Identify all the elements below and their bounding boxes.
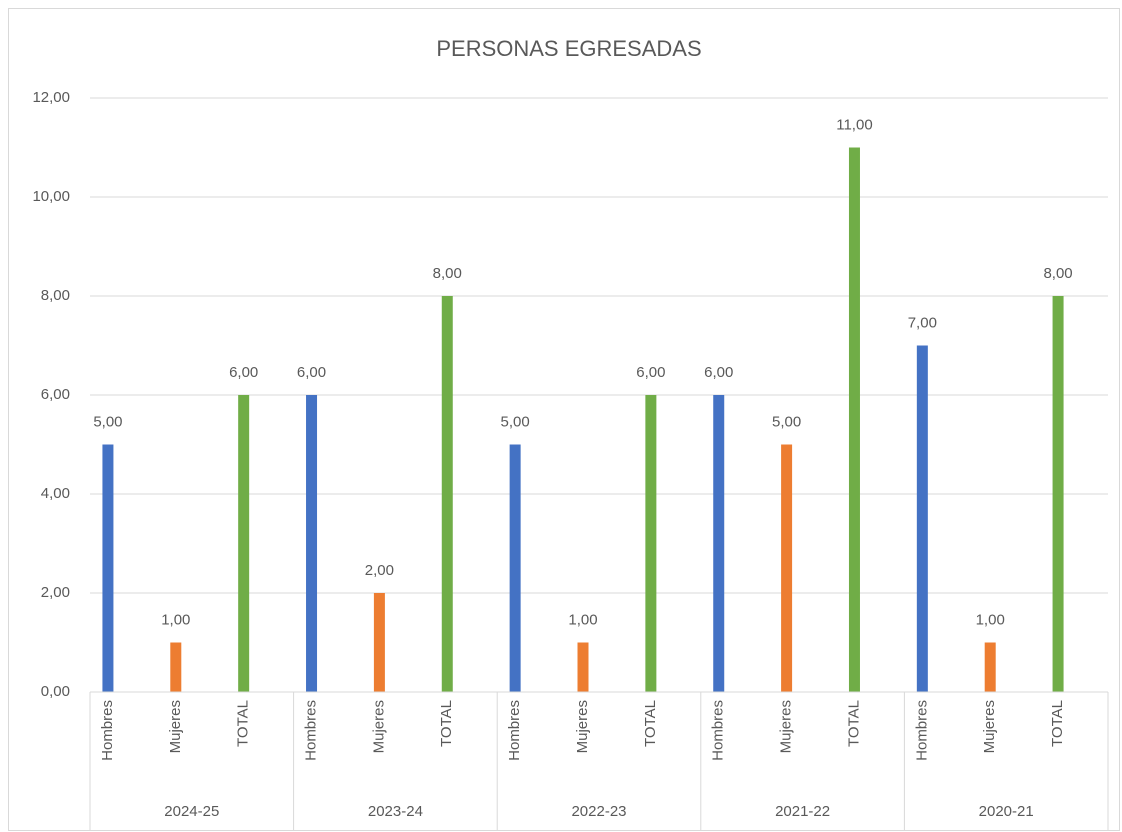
group-label: 2021-22 bbox=[775, 803, 830, 820]
y-tick-label: 4,00 bbox=[41, 485, 70, 502]
data-label: 7,00 bbox=[908, 314, 937, 331]
group-label: 2023-24 bbox=[368, 803, 423, 820]
data-label: 5,00 bbox=[93, 413, 122, 430]
y-tick-label: 6,00 bbox=[41, 386, 70, 403]
x-tick-label: Mujeres bbox=[167, 700, 184, 753]
chart-border bbox=[8, 8, 1120, 831]
bar bbox=[1052, 296, 1064, 692]
x-tick-label: TOTAL bbox=[845, 700, 862, 747]
x-tick-label: TOTAL bbox=[438, 700, 455, 747]
x-tick-label: Hombres bbox=[303, 700, 320, 761]
x-tick-label: TOTAL bbox=[235, 700, 252, 747]
group-label: 2024-25 bbox=[164, 803, 219, 820]
x-tick-label: Mujeres bbox=[574, 700, 591, 753]
data-label: 6,00 bbox=[636, 364, 665, 381]
bar bbox=[713, 395, 725, 692]
y-tick-label: 10,00 bbox=[32, 188, 70, 205]
x-tick-label: TOTAL bbox=[1049, 700, 1066, 747]
x-tick-label: Mujeres bbox=[370, 700, 387, 753]
data-label: 6,00 bbox=[229, 364, 258, 381]
y-tick-label: 8,00 bbox=[41, 287, 70, 304]
data-label: 6,00 bbox=[297, 364, 326, 381]
bar bbox=[984, 642, 996, 692]
data-label: 5,00 bbox=[772, 413, 801, 430]
group-label: 2020-21 bbox=[979, 803, 1034, 820]
data-label: 5,00 bbox=[501, 413, 530, 430]
data-label: 6,00 bbox=[704, 364, 733, 381]
bar bbox=[509, 444, 521, 692]
data-label: 8,00 bbox=[1043, 265, 1072, 282]
x-tick-label: Hombres bbox=[710, 700, 727, 761]
bar bbox=[238, 395, 250, 692]
data-label: 2,00 bbox=[365, 562, 394, 579]
x-tick-label: Mujeres bbox=[778, 700, 795, 753]
y-tick-label: 12,00 bbox=[32, 89, 70, 106]
y-tick-label: 0,00 bbox=[41, 683, 70, 700]
bar bbox=[577, 642, 589, 692]
data-label: 1,00 bbox=[161, 611, 190, 628]
bar bbox=[916, 345, 928, 692]
bar bbox=[645, 395, 657, 692]
data-label: 11,00 bbox=[836, 116, 872, 133]
bar bbox=[306, 395, 318, 692]
x-tick-label: Hombres bbox=[506, 700, 523, 761]
data-label: 1,00 bbox=[976, 611, 1005, 628]
bar bbox=[373, 593, 385, 692]
group-label: 2022-23 bbox=[571, 803, 626, 820]
bar bbox=[170, 642, 182, 692]
chart-title: PERSONAS EGRESADAS bbox=[436, 36, 701, 61]
data-label: 1,00 bbox=[568, 611, 597, 628]
bar bbox=[441, 296, 453, 692]
x-tick-label: Hombres bbox=[913, 700, 930, 761]
bar bbox=[102, 444, 114, 692]
y-tick-label: 2,00 bbox=[41, 584, 70, 601]
bar bbox=[848, 147, 860, 692]
x-tick-label: Hombres bbox=[99, 700, 116, 761]
x-tick-label: TOTAL bbox=[642, 700, 659, 747]
bar bbox=[781, 444, 793, 692]
x-tick-label: Mujeres bbox=[981, 700, 998, 753]
data-label: 8,00 bbox=[433, 265, 462, 282]
